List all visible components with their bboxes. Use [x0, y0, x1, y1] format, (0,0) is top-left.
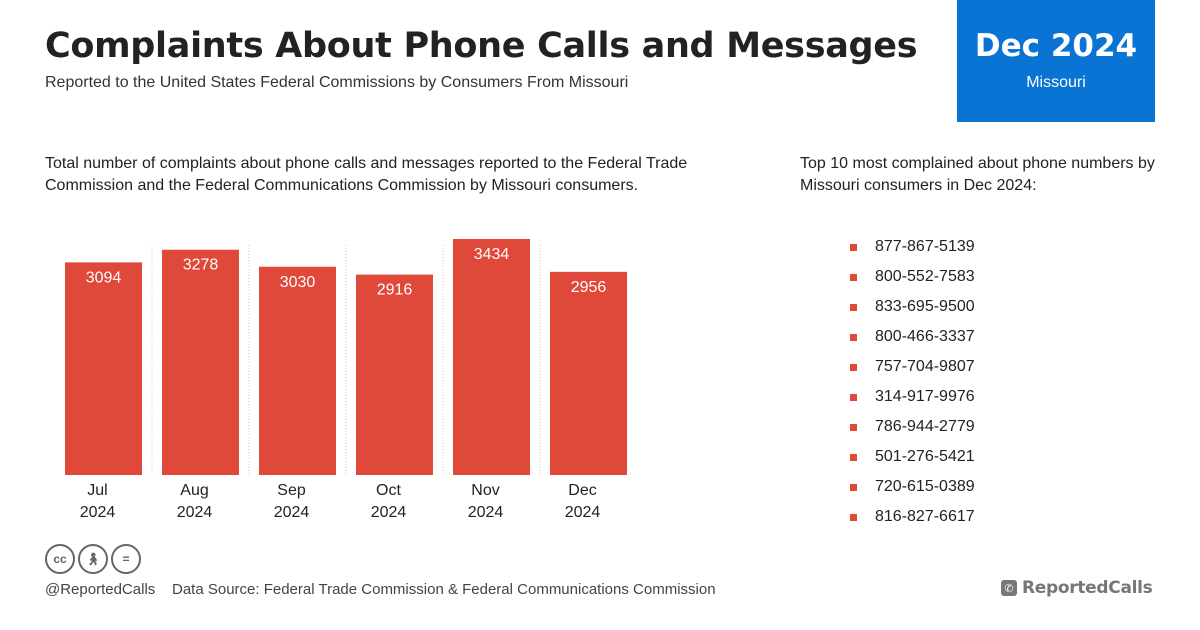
phone-number-item: 800-466-3337 [850, 322, 975, 352]
bar [65, 262, 142, 475]
x-tick-label: Dec [568, 482, 596, 499]
brand-name: ReportedCalls [1022, 578, 1153, 598]
x-tick-label: Sep [277, 482, 306, 499]
bullet-icon [850, 453, 857, 461]
complaints-bar-chart: 3094 Jul 2024 3278 Aug 2024 3030 Sep 2024 2916 Oct… [65, 239, 627, 521]
bar [162, 249, 239, 475]
x-tick-label: Aug [180, 482, 208, 499]
bullet-icon [850, 303, 857, 311]
x-tick-label: 2024 [371, 504, 407, 521]
data-label: 3434 [474, 246, 510, 263]
bar [453, 239, 530, 475]
phone-number-item: 833-695-9500 [850, 292, 975, 322]
phone-number: 314-917-9976 [875, 388, 975, 405]
chart-description: Total number of complaints about phone c… [45, 155, 688, 194]
phone-number: 757-704-9807 [875, 358, 975, 375]
date-badge: Dec 2024 Missouri [957, 0, 1155, 122]
phone-number: 833-695-9500 [875, 298, 975, 315]
badge-date: Dec 2024 [974, 28, 1138, 64]
license-icons: cc 🚶︎ = [45, 544, 141, 574]
bullet-icon [850, 513, 857, 521]
data-label: 3030 [280, 274, 316, 291]
x-tick-label: 2024 [80, 504, 116, 521]
data-label: 2916 [377, 282, 413, 299]
footer-source: Data Source: Federal Trade Commission & … [172, 581, 716, 598]
phone-number: 786-944-2779 [875, 418, 975, 435]
x-tick-label: 2024 [177, 504, 213, 521]
footer-handle: @ReportedCalls [45, 581, 156, 598]
bullet-icon [850, 393, 857, 401]
bullet-icon [850, 273, 857, 281]
phone-number-item: 720-615-0389 [850, 472, 975, 502]
phone-number-item: 757-704-9807 [850, 352, 975, 382]
top-numbers-list: 877-867-5139 800-552-7583 833-695-9500 800-… [850, 232, 975, 532]
phone-number-item: 877-867-5139 [850, 232, 975, 262]
phone-number-item: 800-552-7583 [850, 262, 975, 292]
bar [550, 271, 627, 475]
bar [356, 274, 433, 475]
x-tick-label: Jul [87, 482, 107, 499]
page-title: Complaints About Phone Calls and Message… [45, 26, 918, 66]
bullet-icon [850, 483, 857, 491]
phone-icon: ✆ [1001, 580, 1017, 596]
x-tick-label: 2024 [274, 504, 310, 521]
phone-number-item: 816-827-6617 [850, 502, 975, 532]
by-icon: 🚶︎ [78, 544, 108, 574]
phone-number-item: 501-276-5421 [850, 442, 975, 472]
bullet-icon [850, 423, 857, 431]
phone-number: 800-552-7583 [875, 268, 975, 285]
x-tick-label: 2024 [468, 504, 504, 521]
page-subtitle: Reported to the United States Federal Co… [45, 74, 629, 91]
cc-icon: cc [45, 544, 75, 574]
brand-logo: ✆ ReportedCalls [1001, 578, 1153, 598]
badge-region: Missouri [1026, 74, 1086, 91]
bullet-icon [850, 243, 857, 251]
bullet-icon [850, 363, 857, 371]
top-numbers-description: Top 10 most complained about phone numbe… [800, 155, 1155, 194]
phone-number: 816-827-6617 [875, 508, 975, 525]
data-label: 2956 [571, 279, 607, 296]
phone-number: 877-867-5139 [875, 238, 975, 255]
phone-number: 720-615-0389 [875, 478, 975, 495]
phone-number-item: 314-917-9976 [850, 382, 975, 412]
x-tick-label: Nov [471, 482, 499, 499]
x-tick-label: 2024 [565, 504, 601, 521]
x-tick-label: Oct [376, 482, 401, 499]
bullet-icon [850, 333, 857, 341]
data-label: 3278 [183, 257, 219, 274]
nd-icon: = [111, 544, 141, 574]
phone-number-item: 786-944-2779 [850, 412, 975, 442]
phone-number: 800-466-3337 [875, 328, 975, 345]
bar [259, 266, 336, 475]
phone-number: 501-276-5421 [875, 448, 975, 465]
data-label: 3094 [86, 269, 122, 286]
